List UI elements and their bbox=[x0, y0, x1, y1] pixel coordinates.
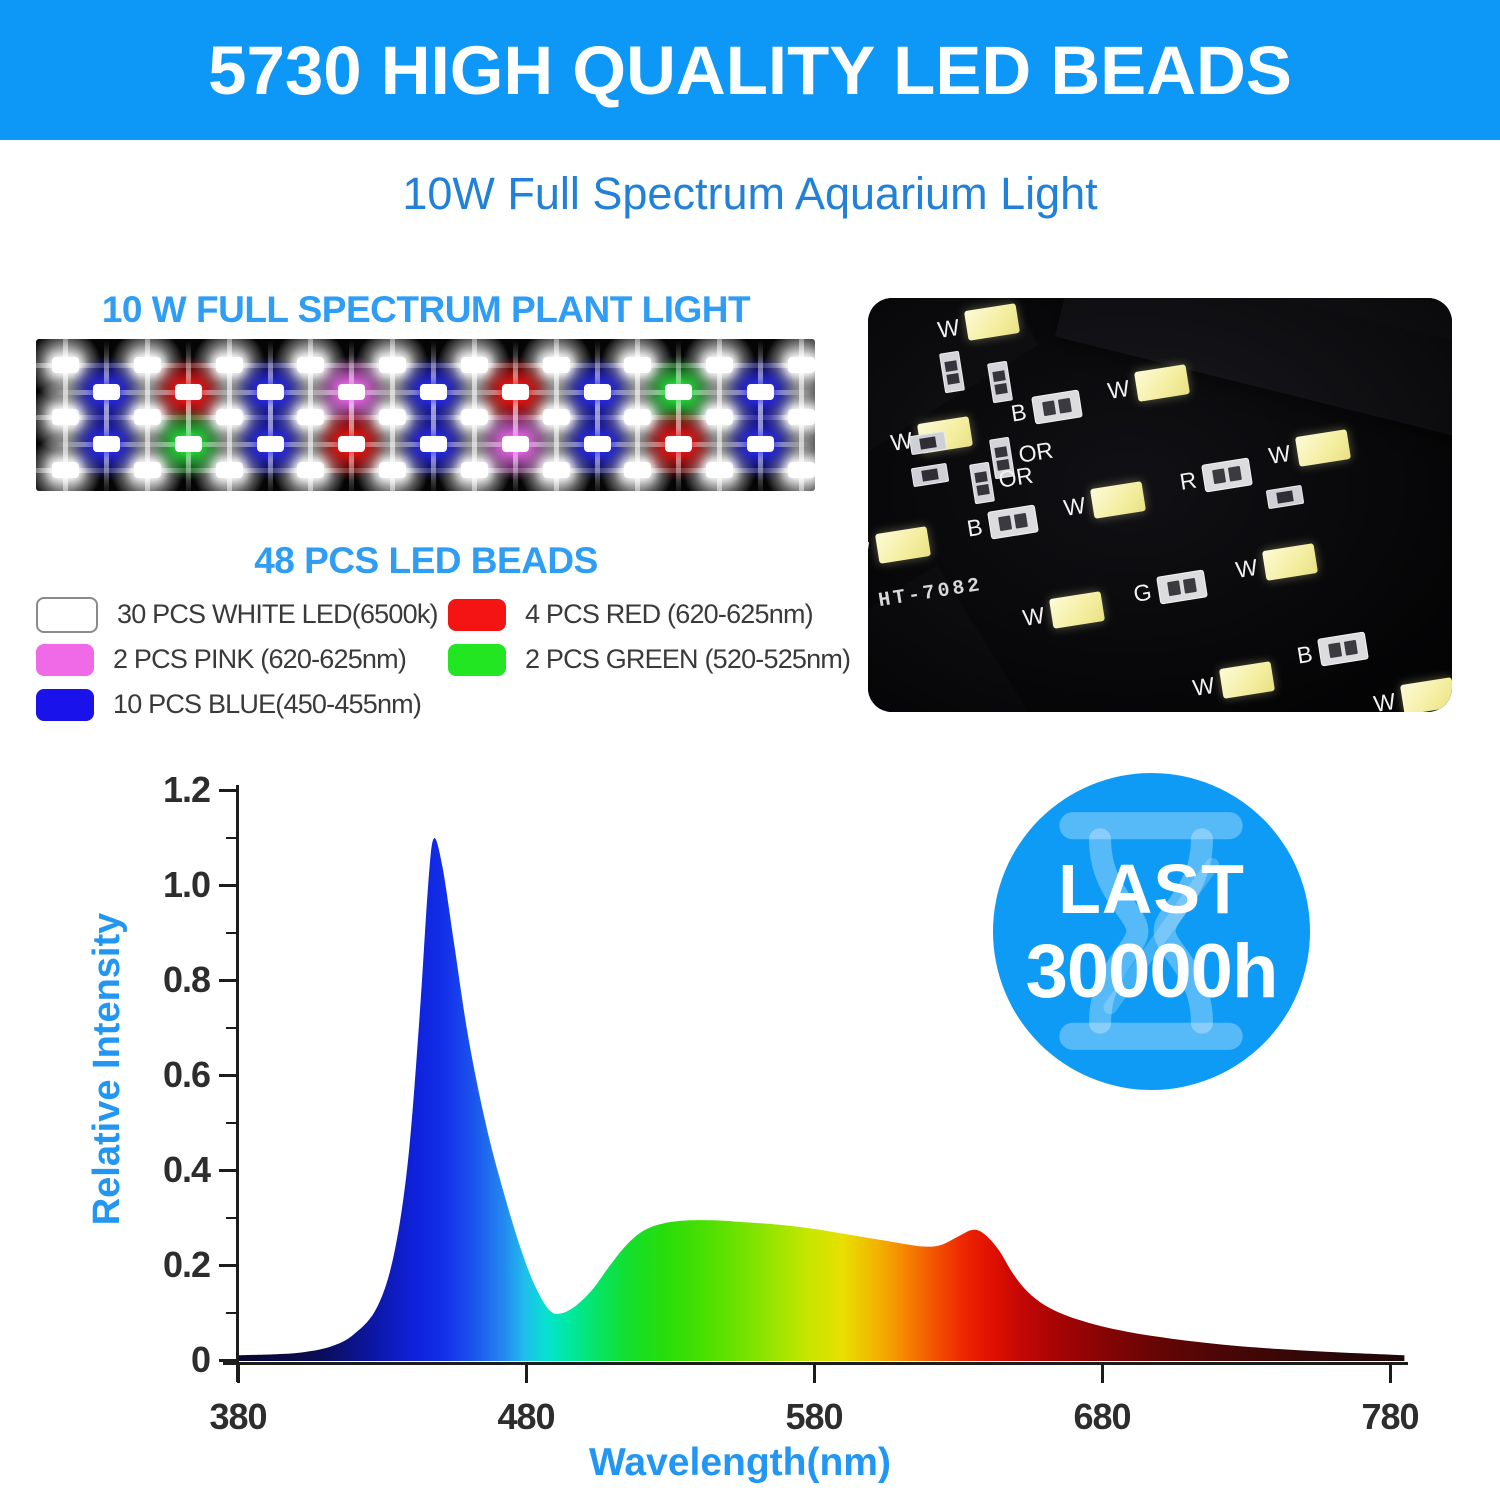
legend-label: 30 PCS WHITE LED(6500k) bbox=[117, 599, 439, 629]
x-tick-label: 380 bbox=[209, 1396, 267, 1437]
x-axis-title: Wavelength(nm) bbox=[589, 1441, 891, 1484]
y-tick-label: 0.2 bbox=[162, 1244, 211, 1285]
legend-column-1: 30 PCS WHITE LED(6500k) 2 PCS PINK (620-6… bbox=[36, 592, 439, 727]
plant-light-heading: 10 W FULL SPECTRUM PLANT LIGHT bbox=[101, 289, 751, 330]
legend-swatch bbox=[448, 643, 506, 676]
y-tick bbox=[219, 1358, 236, 1362]
led-bar-image bbox=[36, 339, 815, 491]
badge-line1: LAST bbox=[1058, 849, 1245, 928]
x-tick-label: 580 bbox=[785, 1396, 843, 1437]
x-tick-label: 780 bbox=[1361, 1396, 1419, 1437]
y-tick-label: 0 bbox=[190, 1339, 211, 1380]
legend-label: 10 PCS BLUE(450-455nm) bbox=[113, 689, 422, 719]
y-tick bbox=[219, 1073, 236, 1077]
component-label: W bbox=[1105, 374, 1132, 404]
spectrum-area bbox=[238, 838, 1405, 1361]
x-tick bbox=[1388, 1362, 1392, 1383]
y-tick-label: 0.4 bbox=[162, 1149, 211, 1190]
color-led bbox=[627, 393, 729, 491]
banner-title: 5730 HIGH QUALITY LED BEADS bbox=[208, 31, 1292, 109]
y-minor-tick bbox=[226, 836, 236, 839]
component-label: W bbox=[1061, 491, 1088, 521]
y-tick-label: 0.6 bbox=[162, 1054, 211, 1095]
banner: 5730 HIGH QUALITY LED BEADS bbox=[0, 0, 1500, 140]
legend-swatch bbox=[448, 598, 506, 631]
x-tick-label: 680 bbox=[1073, 1396, 1131, 1437]
y-tick-label: 1.2 bbox=[162, 769, 211, 810]
legend-item: 2 PCS GREEN (520-525nm) bbox=[448, 637, 851, 682]
legend-label: 4 PCS RED (620-625nm) bbox=[525, 599, 814, 629]
spectrum-chart bbox=[238, 838, 1405, 1361]
lifetime-badge: LAST 30000h bbox=[993, 773, 1310, 1090]
color-led bbox=[464, 393, 566, 491]
y-axis bbox=[236, 785, 239, 1382]
color-led bbox=[137, 393, 239, 491]
component-label: W bbox=[1233, 553, 1260, 583]
hourglass-icon bbox=[1059, 812, 1243, 1050]
subtitle: 10W Full Spectrum Aquarium Light bbox=[402, 168, 1098, 219]
legend-item: 4 PCS RED (620-625nm) bbox=[448, 592, 850, 637]
x-tick bbox=[812, 1362, 816, 1383]
y-minor-tick bbox=[226, 1121, 236, 1124]
x-tick bbox=[524, 1362, 528, 1383]
component-label: W bbox=[1190, 671, 1217, 701]
x-axis bbox=[223, 1362, 1408, 1365]
legend-label: 2 PCS PINK (620-625nm) bbox=[113, 644, 407, 674]
legend-item: 2 PCS PINK (620-625nm) bbox=[36, 637, 438, 682]
badge-line2: 30000h bbox=[1025, 928, 1279, 1014]
color-led bbox=[546, 393, 648, 491]
y-tick-label: 0.8 bbox=[162, 959, 211, 1000]
y-minor-tick bbox=[226, 1311, 236, 1314]
y-tick bbox=[219, 788, 236, 792]
pcb-photo: W W W W W W W W W W B B B R G OR OR HT-7082 bbox=[868, 298, 1452, 712]
color-led bbox=[219, 393, 321, 491]
legend-swatch bbox=[36, 643, 94, 676]
legend-label: 2 PCS GREEN (520-525nm) bbox=[525, 644, 851, 674]
color-led bbox=[709, 393, 811, 491]
y-minor-tick bbox=[226, 931, 236, 934]
component-label: OR bbox=[996, 461, 1035, 493]
color-led bbox=[55, 393, 157, 491]
y-minor-tick bbox=[226, 1216, 236, 1219]
component-label: W bbox=[1371, 687, 1398, 712]
y-tick-label: 1.0 bbox=[162, 864, 211, 905]
x-tick bbox=[1100, 1362, 1104, 1383]
x-tick bbox=[236, 1362, 240, 1383]
legend-swatch bbox=[36, 688, 94, 721]
y-tick bbox=[219, 1263, 236, 1267]
led-beads-heading: 48 PCS LED BEADS bbox=[254, 540, 598, 581]
y-tick bbox=[219, 978, 236, 982]
legend-item: 30 PCS WHITE LED(6500k) bbox=[36, 592, 439, 637]
color-led bbox=[300, 393, 402, 491]
y-minor-tick bbox=[226, 1026, 236, 1029]
color-led bbox=[382, 393, 484, 491]
legend-item: 10 PCS BLUE(450-455nm) bbox=[36, 682, 438, 727]
component-label: W bbox=[935, 313, 962, 343]
component-label: W bbox=[1266, 439, 1293, 469]
y-tick bbox=[219, 1168, 236, 1172]
legend-swatch bbox=[36, 596, 98, 633]
component-label: W bbox=[1020, 601, 1047, 631]
x-tick-label: 480 bbox=[497, 1396, 555, 1437]
y-tick bbox=[219, 883, 236, 887]
legend-column-2: 4 PCS RED (620-625nm) 2 PCS GREEN (520-52… bbox=[448, 592, 851, 682]
